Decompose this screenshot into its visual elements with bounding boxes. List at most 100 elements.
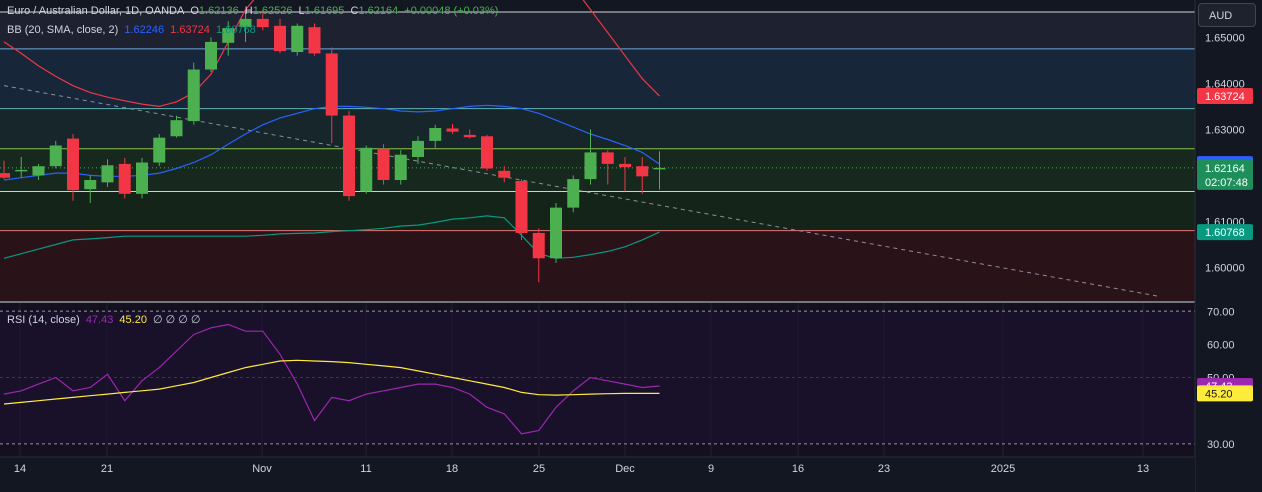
candle [429, 124, 442, 148]
candle-body [0, 173, 10, 178]
close-value: 1.62164 [358, 5, 399, 17]
rsi-line [3, 323, 660, 435]
candle-body [429, 128, 442, 141]
price-tag: 1.63724 [1197, 88, 1253, 105]
candle [515, 179, 528, 240]
price-tag-countdown: 02:07:48 [1205, 177, 1248, 189]
candle [274, 18, 286, 54]
symbol-title: Euro / Australian Dollar, 1D, OANDA [7, 5, 185, 17]
candle-body [394, 154, 407, 181]
candle-body [84, 180, 97, 190]
horizontal-levels [0, 11, 1195, 303]
candle-body [256, 18, 269, 28]
time-tick-label: 25 [533, 463, 545, 475]
time-tick-label: Nov [252, 463, 272, 475]
rsi-tag-box [1197, 385, 1253, 402]
rsi-band-fill [0, 311, 1195, 444]
candle-body [101, 165, 114, 183]
candle [636, 157, 649, 194]
candle [0, 160, 10, 180]
rsi-tick-label: 70.00 [1207, 306, 1235, 318]
candle [567, 175, 580, 213]
time-tick-label: 9 [708, 463, 714, 475]
time-tick-label: Dec [615, 463, 635, 475]
candle-body [601, 152, 614, 164]
candle [239, 9, 252, 42]
time-tick-label: 21 [101, 463, 113, 475]
candle [118, 157, 131, 199]
candle [377, 144, 390, 185]
price-axis[interactable]: 1.650001.640001.630001.610001.6000070.00… [1194, 0, 1262, 492]
candle-body [274, 25, 286, 52]
change-value: +0.00048 (+0.03%) [404, 5, 499, 17]
candle-body [153, 137, 166, 163]
candle [498, 166, 511, 183]
price-tag-text: 1.63724 [1205, 91, 1245, 103]
price-tick-label: 1.63000 [1205, 124, 1245, 136]
rsi-ma-value: 45.20 [119, 314, 147, 326]
high-value: 1.62526 [252, 5, 293, 17]
bb-legend[interactable]: BB (20, SMA, close, 2) 1.62246 1.63724 1… [7, 24, 259, 36]
bb-upper-line [3, 0, 660, 108]
candle-body [291, 25, 304, 53]
time-tick-label: 13 [1137, 463, 1149, 475]
candle-body [170, 120, 183, 137]
candle-body [239, 18, 252, 28]
open-value: 1.62136 [198, 5, 239, 17]
candle-body [463, 134, 476, 138]
rsi-tick-label: 30.00 [1207, 439, 1235, 451]
candle-body [205, 41, 217, 70]
rsi-tick-label: 60.00 [1207, 339, 1235, 351]
candle-body [15, 169, 28, 172]
high-legend: H1.62526 [245, 5, 293, 17]
candle-body [481, 136, 493, 169]
candle-body [584, 152, 597, 180]
candle-body [532, 232, 545, 259]
candle [394, 150, 407, 185]
high-label: H [244, 5, 253, 17]
candle-body [118, 163, 131, 194]
rsi-legend[interactable]: RSI (14, close) 47.43 45.20 ∅ ∅ ∅ ∅ [7, 313, 204, 326]
candle [84, 175, 97, 204]
candle-body [67, 138, 79, 191]
time-tick-label: 11 [360, 463, 371, 475]
candle-body [515, 180, 528, 233]
bb-basis-value: 1.62246 [124, 24, 165, 36]
bb-lower-value: 1.60768 [215, 24, 256, 36]
candle [343, 110, 355, 201]
candle-body [446, 128, 459, 132]
price-tick-label: 1.65000 [1205, 32, 1245, 44]
time-tick-label: 14 [14, 463, 26, 475]
candle [532, 228, 545, 283]
candle [601, 150, 614, 185]
candle-body [308, 27, 321, 54]
candle-body [49, 145, 62, 167]
candle [550, 203, 562, 263]
candle [446, 123, 459, 134]
candle [170, 115, 183, 138]
candle-body [550, 207, 562, 259]
rsi-ma-line [3, 359, 660, 405]
candles [0, 9, 666, 283]
price-tag-box [1197, 224, 1253, 241]
candle-body [222, 28, 235, 43]
bb-upper-value: 1.63724 [170, 24, 210, 36]
price-tag-text: 1.60768 [1205, 227, 1245, 239]
candle-body [653, 167, 666, 170]
rsi-tag-text: 45.20 [1205, 388, 1233, 400]
candle [49, 140, 62, 169]
time-axis[interactable]: 14 21 Nov 11 18 25 Dec 9 16 23 2025 13 [0, 458, 1195, 492]
symbol-legend: Euro / Australian Dollar, 1D, OANDA O1.6… [7, 5, 501, 17]
price-tick-label: 1.60000 [1205, 262, 1245, 274]
candle [360, 145, 373, 194]
currency-button[interactable]: AUD [1198, 3, 1256, 27]
time-axis-background [0, 458, 1195, 492]
open-label: O [190, 5, 199, 17]
time-tick-label: 2025 [991, 463, 1015, 475]
candle-body [187, 69, 200, 122]
candle [325, 47, 338, 144]
candle [619, 157, 631, 192]
candle [412, 136, 424, 164]
time-tick-label: 18 [446, 463, 458, 475]
